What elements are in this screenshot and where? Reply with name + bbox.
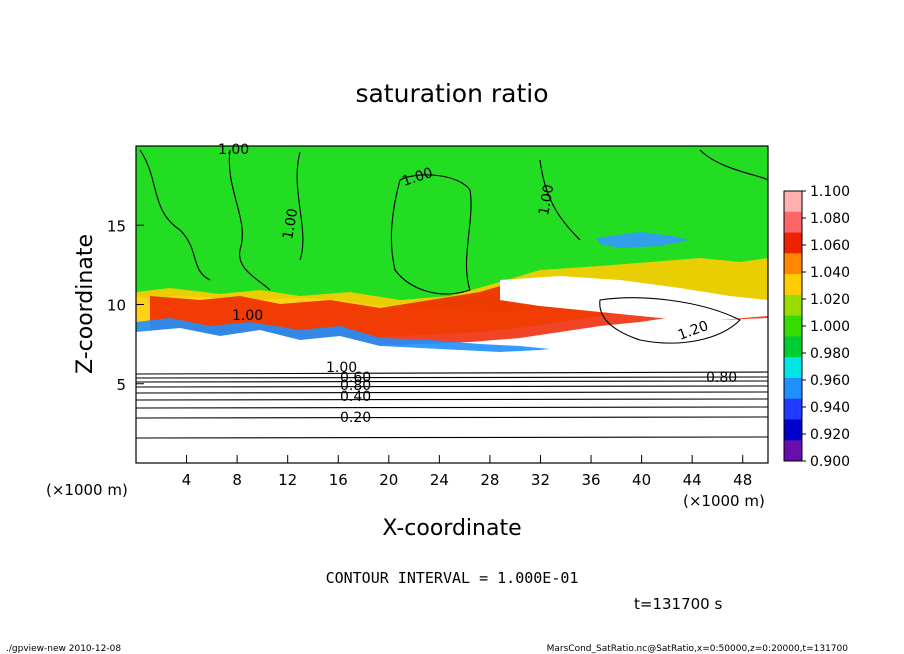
field-white-pockets: [136, 328, 768, 372]
contour-line: [296, 151, 304, 261]
colorbar-tick-label: 0.900: [810, 454, 850, 470]
x-tick-label: 44: [683, 471, 702, 489]
contour-label: 1.00: [326, 360, 357, 376]
chart-title: saturation ratio: [355, 79, 548, 108]
colorbar-tick-label: 0.980: [810, 346, 850, 362]
contour-line: [136, 416, 768, 419]
colorbar-segment: [784, 377, 802, 400]
contour-label: 1.00: [218, 142, 249, 158]
contour-line: [139, 149, 211, 281]
colorbar-segment: [784, 211, 802, 234]
colorbar-tick-label: 1.080: [810, 211, 850, 227]
contour-line: [228, 149, 271, 291]
contour-line: [136, 391, 768, 394]
colorbar-segment: [784, 419, 802, 441]
colorbar-segment: [784, 357, 802, 379]
x-tick-label: 24: [430, 471, 449, 489]
x-axis-title: X-coordinate: [382, 516, 521, 541]
contour-label: 0.40: [340, 389, 371, 405]
colorbar-tick-label: 1.060: [810, 238, 850, 254]
colorbar: 0.900 0.920 0.940 0.960 0.980 1.000 1.020 1.040…: [783, 184, 850, 470]
field-upper-blue-patch: [596, 232, 690, 248]
colorbar-segment: [784, 253, 802, 275]
contour-line: [599, 297, 741, 344]
colorbar-tick-label: 0.920: [810, 427, 850, 443]
colorbar-tick-label: 1.100: [810, 184, 850, 200]
colorbar-segment: [784, 274, 802, 296]
x-unit-right: (×1000 m): [683, 492, 765, 510]
time-stamp: t=131700 s: [634, 595, 722, 613]
x-unit-left: (×1000 m): [46, 481, 128, 499]
x-tick-label: 28: [480, 471, 499, 489]
contour-line: [136, 385, 768, 388]
x-axis: 4 8 12 16 20 24 28 32 36 40 44 48: [182, 455, 752, 489]
footer-right: MarsCond_SatRatio.nc@SatRatio,x=0:50000,…: [547, 644, 849, 654]
contour-line: [136, 380, 768, 383]
x-tick-label: 40: [632, 471, 651, 489]
y-axis: 5 10 15: [107, 217, 144, 394]
colorbar-tick-label: 1.020: [810, 292, 850, 308]
contour-line: [699, 149, 768, 181]
colorbar-segment: [784, 191, 802, 213]
x-tick-label: 8: [232, 471, 242, 489]
x-tick-label: 4: [182, 471, 192, 489]
y-tick-label: 5: [116, 376, 126, 394]
colorbar-segment: [784, 440, 802, 462]
contour-label: 1.00: [232, 308, 263, 324]
x-tick-label: 32: [531, 471, 550, 489]
contour-label: 0.60: [340, 370, 371, 386]
colorbar-tick-label: 0.940: [810, 400, 850, 416]
x-tick-label: 20: [379, 471, 398, 489]
contour-label: 1.00: [536, 183, 557, 216]
contour-line: [390, 174, 472, 295]
plot-area: [136, 146, 768, 463]
contour-interval: CONTOUR INTERVAL = 1.000E-01: [326, 569, 579, 587]
contour-line: [539, 159, 581, 241]
contour-line: [136, 398, 768, 401]
x-tick-label: 36: [581, 471, 600, 489]
colorbar-segment: [784, 232, 802, 254]
x-tick-label: 16: [329, 471, 348, 489]
footer-left: ./gpview-new 2010-12-08: [6, 644, 121, 654]
colorbar-tick-label: 0.960: [810, 373, 850, 389]
contour-label: 1.00: [280, 207, 301, 240]
x-tick-label: 48: [733, 471, 752, 489]
x-tick-label: 12: [278, 471, 297, 489]
colorbar-segment: [784, 398, 802, 420]
colorbar-segment: [784, 315, 802, 337]
colorbar-tick-label: 1.040: [810, 265, 850, 281]
y-tick-label: 10: [107, 297, 126, 315]
y-axis-title: Z-coordinate: [73, 234, 98, 374]
contour-line: [136, 406, 768, 409]
colorbar-segment: [784, 336, 802, 358]
contour-line: [136, 371, 768, 375]
y-tick-label: 15: [107, 217, 126, 235]
contour-line: [136, 436, 768, 439]
colorbar-tick-label: 1.000: [810, 319, 850, 335]
contour-label: 0.80: [340, 378, 371, 394]
contour-label: 0.80: [706, 370, 737, 386]
contour-label: 0.20: [340, 410, 371, 426]
colorbar-segment: [784, 294, 802, 317]
contour-line: [136, 376, 768, 379]
contour-lines: [136, 149, 768, 439]
